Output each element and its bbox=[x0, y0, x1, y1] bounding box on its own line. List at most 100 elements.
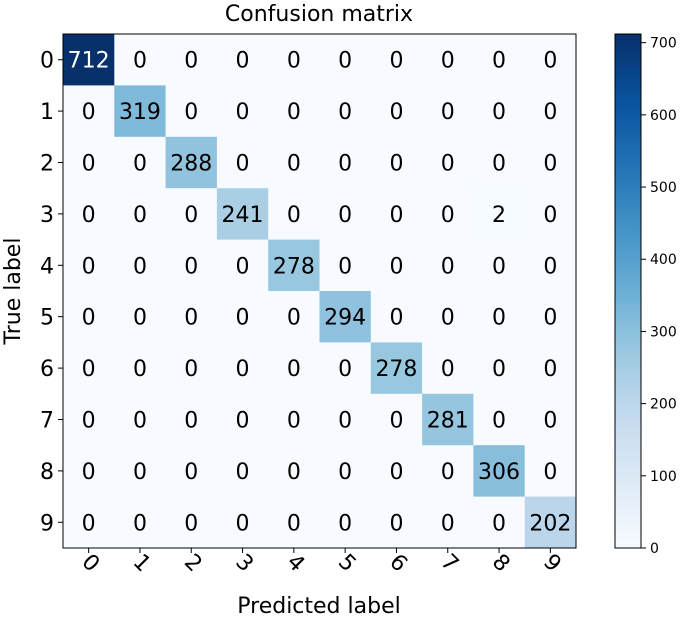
cell-value-label-3-3: 241 bbox=[222, 203, 264, 228]
heatmap-cell-5-4 bbox=[268, 291, 320, 343]
cell-value-label-4-4: 278 bbox=[273, 254, 315, 279]
heatmap-cell-8-6 bbox=[370, 445, 423, 498]
cell-value-label-1-6: 0 bbox=[389, 100, 403, 125]
heatmap-cell-8-5 bbox=[319, 445, 372, 498]
cell-value-label-0-4: 0 bbox=[287, 49, 301, 74]
cell-value-label-9-4: 0 bbox=[287, 511, 301, 536]
cell-value-label-4-7: 0 bbox=[441, 254, 455, 279]
heatmap-cell-2-9 bbox=[524, 136, 577, 189]
colorbar bbox=[614, 33, 642, 549]
cell-value-label-2-6: 0 bbox=[389, 152, 403, 177]
cell-value-label-2-3: 0 bbox=[236, 152, 250, 177]
y-axis-ticks: 0 1 2 3 4 5 6 7 8 9 bbox=[40, 49, 63, 536]
x-tick-label-0: 0 bbox=[76, 550, 104, 578]
heatmap-cell-0-7 bbox=[422, 34, 474, 86]
y-tick-label-5: 5 bbox=[40, 306, 54, 331]
colorbar-tick-label-700: 700 bbox=[650, 36, 677, 52]
heatmap-cell-6-3 bbox=[216, 342, 269, 395]
heatmap-cell-1-6 bbox=[370, 85, 423, 138]
heatmap-cell-8-1 bbox=[114, 445, 167, 498]
x-tick-label-8: 8 bbox=[487, 550, 515, 578]
cell-value-label-6-8: 0 bbox=[492, 357, 506, 382]
cell-value-label-7-3: 0 bbox=[236, 409, 250, 434]
heatmap-cell-7-9 bbox=[524, 393, 577, 446]
heatmap-cell-2-4 bbox=[268, 136, 320, 189]
cell-value-label-5-5: 294 bbox=[324, 306, 366, 331]
x-tick-label-7: 7 bbox=[436, 550, 464, 578]
heatmap-cell-5-8 bbox=[473, 291, 526, 343]
heatmap-cell-5-9 bbox=[524, 291, 577, 343]
cell-value-label-2-7: 0 bbox=[441, 152, 455, 177]
cell-value-label-9-8: 0 bbox=[492, 511, 506, 536]
cell-value-label-8-5: 0 bbox=[338, 460, 352, 485]
cell-value-label-1-8: 0 bbox=[492, 100, 506, 125]
x-axis-label: Predicted label bbox=[237, 594, 400, 618]
cell-value-label-0-5: 0 bbox=[338, 49, 352, 74]
cell-value-label-6-1: 0 bbox=[133, 357, 147, 382]
heatmap-cell-7-6 bbox=[370, 393, 423, 446]
heatmap-cell-3-1 bbox=[114, 188, 167, 241]
heatmap-cell-2-0 bbox=[63, 136, 115, 189]
cell-value-label-5-9: 0 bbox=[543, 306, 557, 331]
heatmap-cell-5-3 bbox=[216, 291, 269, 343]
cell-value-label-1-5: 0 bbox=[338, 100, 352, 125]
heatmap-cell-7-4 bbox=[268, 393, 320, 446]
cell-value-label-0-8: 0 bbox=[492, 49, 506, 74]
cell-value-label-6-3: 0 bbox=[236, 357, 250, 382]
cell-value-label-3-6: 0 bbox=[389, 203, 403, 228]
cell-value-label-2-5: 0 bbox=[338, 152, 352, 177]
heatmap-cell-4-9 bbox=[524, 239, 577, 292]
colorbar-tick-label-200: 200 bbox=[650, 397, 677, 413]
heatmap-cell-7-1 bbox=[114, 393, 167, 446]
cell-value-label-2-8: 0 bbox=[492, 152, 506, 177]
y-tick-label-6: 6 bbox=[40, 357, 54, 382]
cell-value-label-4-2: 0 bbox=[184, 254, 198, 279]
heatmap-cell-5-5 bbox=[319, 291, 372, 343]
heatmap-cell-4-2 bbox=[165, 239, 218, 292]
heatmap-cell-4-5 bbox=[319, 239, 372, 292]
cell-value-label-6-7: 0 bbox=[441, 357, 455, 382]
heatmap-cell-5-2 bbox=[165, 291, 218, 343]
cell-value-label-7-4: 0 bbox=[287, 409, 301, 434]
heatmap-cell-6-0 bbox=[63, 342, 115, 395]
cell-value-label-7-8: 0 bbox=[492, 409, 506, 434]
cell-value-label-1-9: 0 bbox=[543, 100, 557, 125]
heatmap-cell-6-4 bbox=[268, 342, 320, 395]
heatmap-cell-8-4 bbox=[268, 445, 320, 498]
heatmap-cell-9-1 bbox=[114, 496, 167, 549]
heatmap-cell-2-2 bbox=[165, 136, 218, 189]
heatmap-cell-9-9 bbox=[524, 496, 577, 549]
cell-value-label-4-5: 0 bbox=[338, 254, 352, 279]
cell-value-label-5-8: 0 bbox=[492, 306, 506, 331]
colorbar-tick-label-100: 100 bbox=[650, 469, 677, 485]
cell-value-label-8-1: 0 bbox=[133, 460, 147, 485]
cell-value-label-6-6: 278 bbox=[375, 357, 417, 382]
heatmap-cell-3-8 bbox=[473, 188, 526, 241]
x-tick-label-2: 2 bbox=[179, 550, 207, 578]
cell-value-label-2-1: 0 bbox=[133, 152, 147, 177]
cell-value-label-7-0: 0 bbox=[82, 409, 96, 434]
heatmap-cell-2-8 bbox=[473, 136, 526, 189]
x-tick-label-4: 4 bbox=[282, 550, 310, 578]
heatmap-cell-9-7 bbox=[422, 496, 474, 549]
heatmap-cell-1-7 bbox=[422, 85, 474, 138]
heatmap-cell-8-9 bbox=[524, 445, 577, 498]
heatmap-cell-3-3 bbox=[216, 188, 269, 241]
cell-value-label-3-8: 2 bbox=[492, 203, 506, 228]
heatmap-cell-3-4 bbox=[268, 188, 320, 241]
cell-value-label-2-4: 0 bbox=[287, 152, 301, 177]
heatmap-cell-4-3 bbox=[216, 239, 269, 292]
cell-value-label-9-6: 0 bbox=[389, 511, 403, 536]
heatmap-cell-3-6 bbox=[370, 188, 423, 241]
heatmap-cell-3-0 bbox=[63, 188, 115, 241]
cell-value-label-5-1: 0 bbox=[133, 306, 147, 331]
y-tick-label-4: 4 bbox=[40, 254, 54, 279]
x-tick-label-3: 3 bbox=[230, 550, 258, 578]
cell-value-label-4-0: 0 bbox=[82, 254, 96, 279]
cell-value-label-3-2: 0 bbox=[184, 203, 198, 228]
cell-value-label-5-2: 0 bbox=[184, 306, 198, 331]
cell-value-label-5-0: 0 bbox=[82, 306, 96, 331]
y-tick-label-2: 2 bbox=[40, 152, 54, 177]
heatmap-cell-7-0 bbox=[63, 393, 115, 446]
